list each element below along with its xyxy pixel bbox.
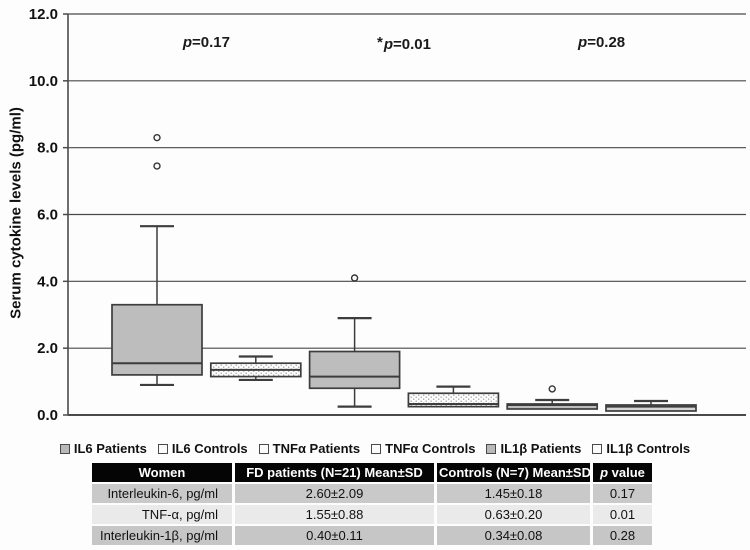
column-header: Women — [92, 463, 232, 482]
column-header: FD patients (N=21) Mean±SD — [232, 463, 434, 482]
table-row: TNF-α, pg/ml 1.55±0.88 0.63±0.20 0.01 — [92, 503, 652, 524]
box-tnfα-controls — [407, 385, 500, 408]
legend-label: IL6 Controls — [171, 441, 248, 456]
boxplot-chart: 0.0 2.0 4.0 6.0 8.0 10.0 12.0 — [29, 6, 746, 424]
column-header: Controls (N=7) Mean±SD — [434, 463, 590, 482]
value-cell: 0.34±0.08 — [434, 524, 590, 545]
legend-marker-icon — [486, 443, 497, 454]
y-tick-label: 8.0 — [37, 140, 58, 157]
value-cell: 2.60±2.09 — [232, 482, 434, 503]
legend-item-il1β-controls: IL1β Controls — [592, 441, 690, 456]
legend-item-tnfα-controls: TNFα Controls — [371, 441, 475, 456]
value-cell: 0.40±0.11 — [232, 524, 434, 545]
legend-item-tnfα-patients: TNFα Patients — [258, 441, 361, 456]
box-tnfα-patients — [308, 274, 401, 408]
table-row: Interleukin-1β, pg/ml 0.40±0.11 0.34±0.08 0… — [92, 524, 652, 545]
value-cell: 0.17 — [590, 482, 652, 503]
outlier-point — [548, 385, 556, 393]
box-il6-patients — [111, 133, 203, 387]
legend-label: IL1β Controls — [606, 441, 691, 456]
legend-marker-icon — [59, 443, 70, 454]
p-value-annotation: p=0.28 — [578, 34, 626, 51]
y-tick-label: 12.0 — [29, 6, 58, 23]
legend-item-il6-patients: IL6 Patients — [59, 441, 147, 456]
summary-statistics-table: Women FD patients (N=21) Mean±SD Controls … — [92, 463, 652, 545]
table-row: Interleukin-6, pg/ml 2.60±2.09 1.45±0.18 0.… — [92, 482, 652, 503]
value-cell: 0.28 — [590, 524, 652, 545]
legend-label: IL1β Patients — [500, 441, 582, 456]
outlier-point — [153, 162, 161, 170]
row-label-cell: Interleukin-1β, pg/ml — [92, 524, 232, 545]
box-il1β-patients — [506, 385, 599, 410]
legend-marker-icon — [592, 443, 603, 454]
row-label-cell: Interleukin-6, pg/ml — [92, 482, 232, 503]
column-header: p value — [590, 463, 652, 482]
row-label-cell: TNF-α, pg/ml — [92, 503, 232, 524]
legend-marker-icon — [371, 443, 382, 454]
outlier-point — [153, 133, 161, 142]
legend-item-il1β-patients: IL1β Patients — [486, 441, 581, 456]
y-tick-label: 4.0 — [37, 273, 58, 290]
y-tick-label: 6.0 — [37, 207, 58, 224]
boxplot-chart-area: Serum cytokine levels (pg/ml) 0.0 2.0 4.0 6… — [8, 6, 746, 424]
chart-legend: IL6 Patients IL6 Controls TNFα Patients TNF… — [0, 441, 750, 456]
box-il6-controls — [209, 355, 302, 382]
legend-marker-icon — [157, 443, 168, 454]
legend-label: TNFα Controls — [385, 441, 476, 456]
y-tick-label: 10.0 — [29, 73, 58, 90]
value-cell: 0.63±0.20 — [434, 503, 590, 524]
p-value-annotation: *p=0.01 — [377, 34, 431, 53]
legend-label: IL6 Patients — [73, 441, 147, 456]
box-il1β-controls — [605, 399, 697, 412]
legend-label: TNFα Patients — [272, 441, 361, 456]
value-cell: 1.55±0.88 — [232, 503, 434, 524]
legend-item-il6-controls: IL6 Controls — [157, 441, 248, 456]
table-header-row: Women FD patients (N=21) Mean±SD Controls … — [92, 463, 652, 482]
p-value-annotation: p=0.17 — [182, 34, 230, 51]
y-tick-label: 2.0 — [37, 340, 58, 357]
value-cell: 1.45±0.18 — [434, 482, 590, 503]
legend-marker-icon — [258, 443, 269, 454]
value-cell: 0.01 — [590, 503, 652, 524]
outlier-point — [350, 274, 359, 282]
y-tick-label: 0.0 — [37, 407, 58, 424]
